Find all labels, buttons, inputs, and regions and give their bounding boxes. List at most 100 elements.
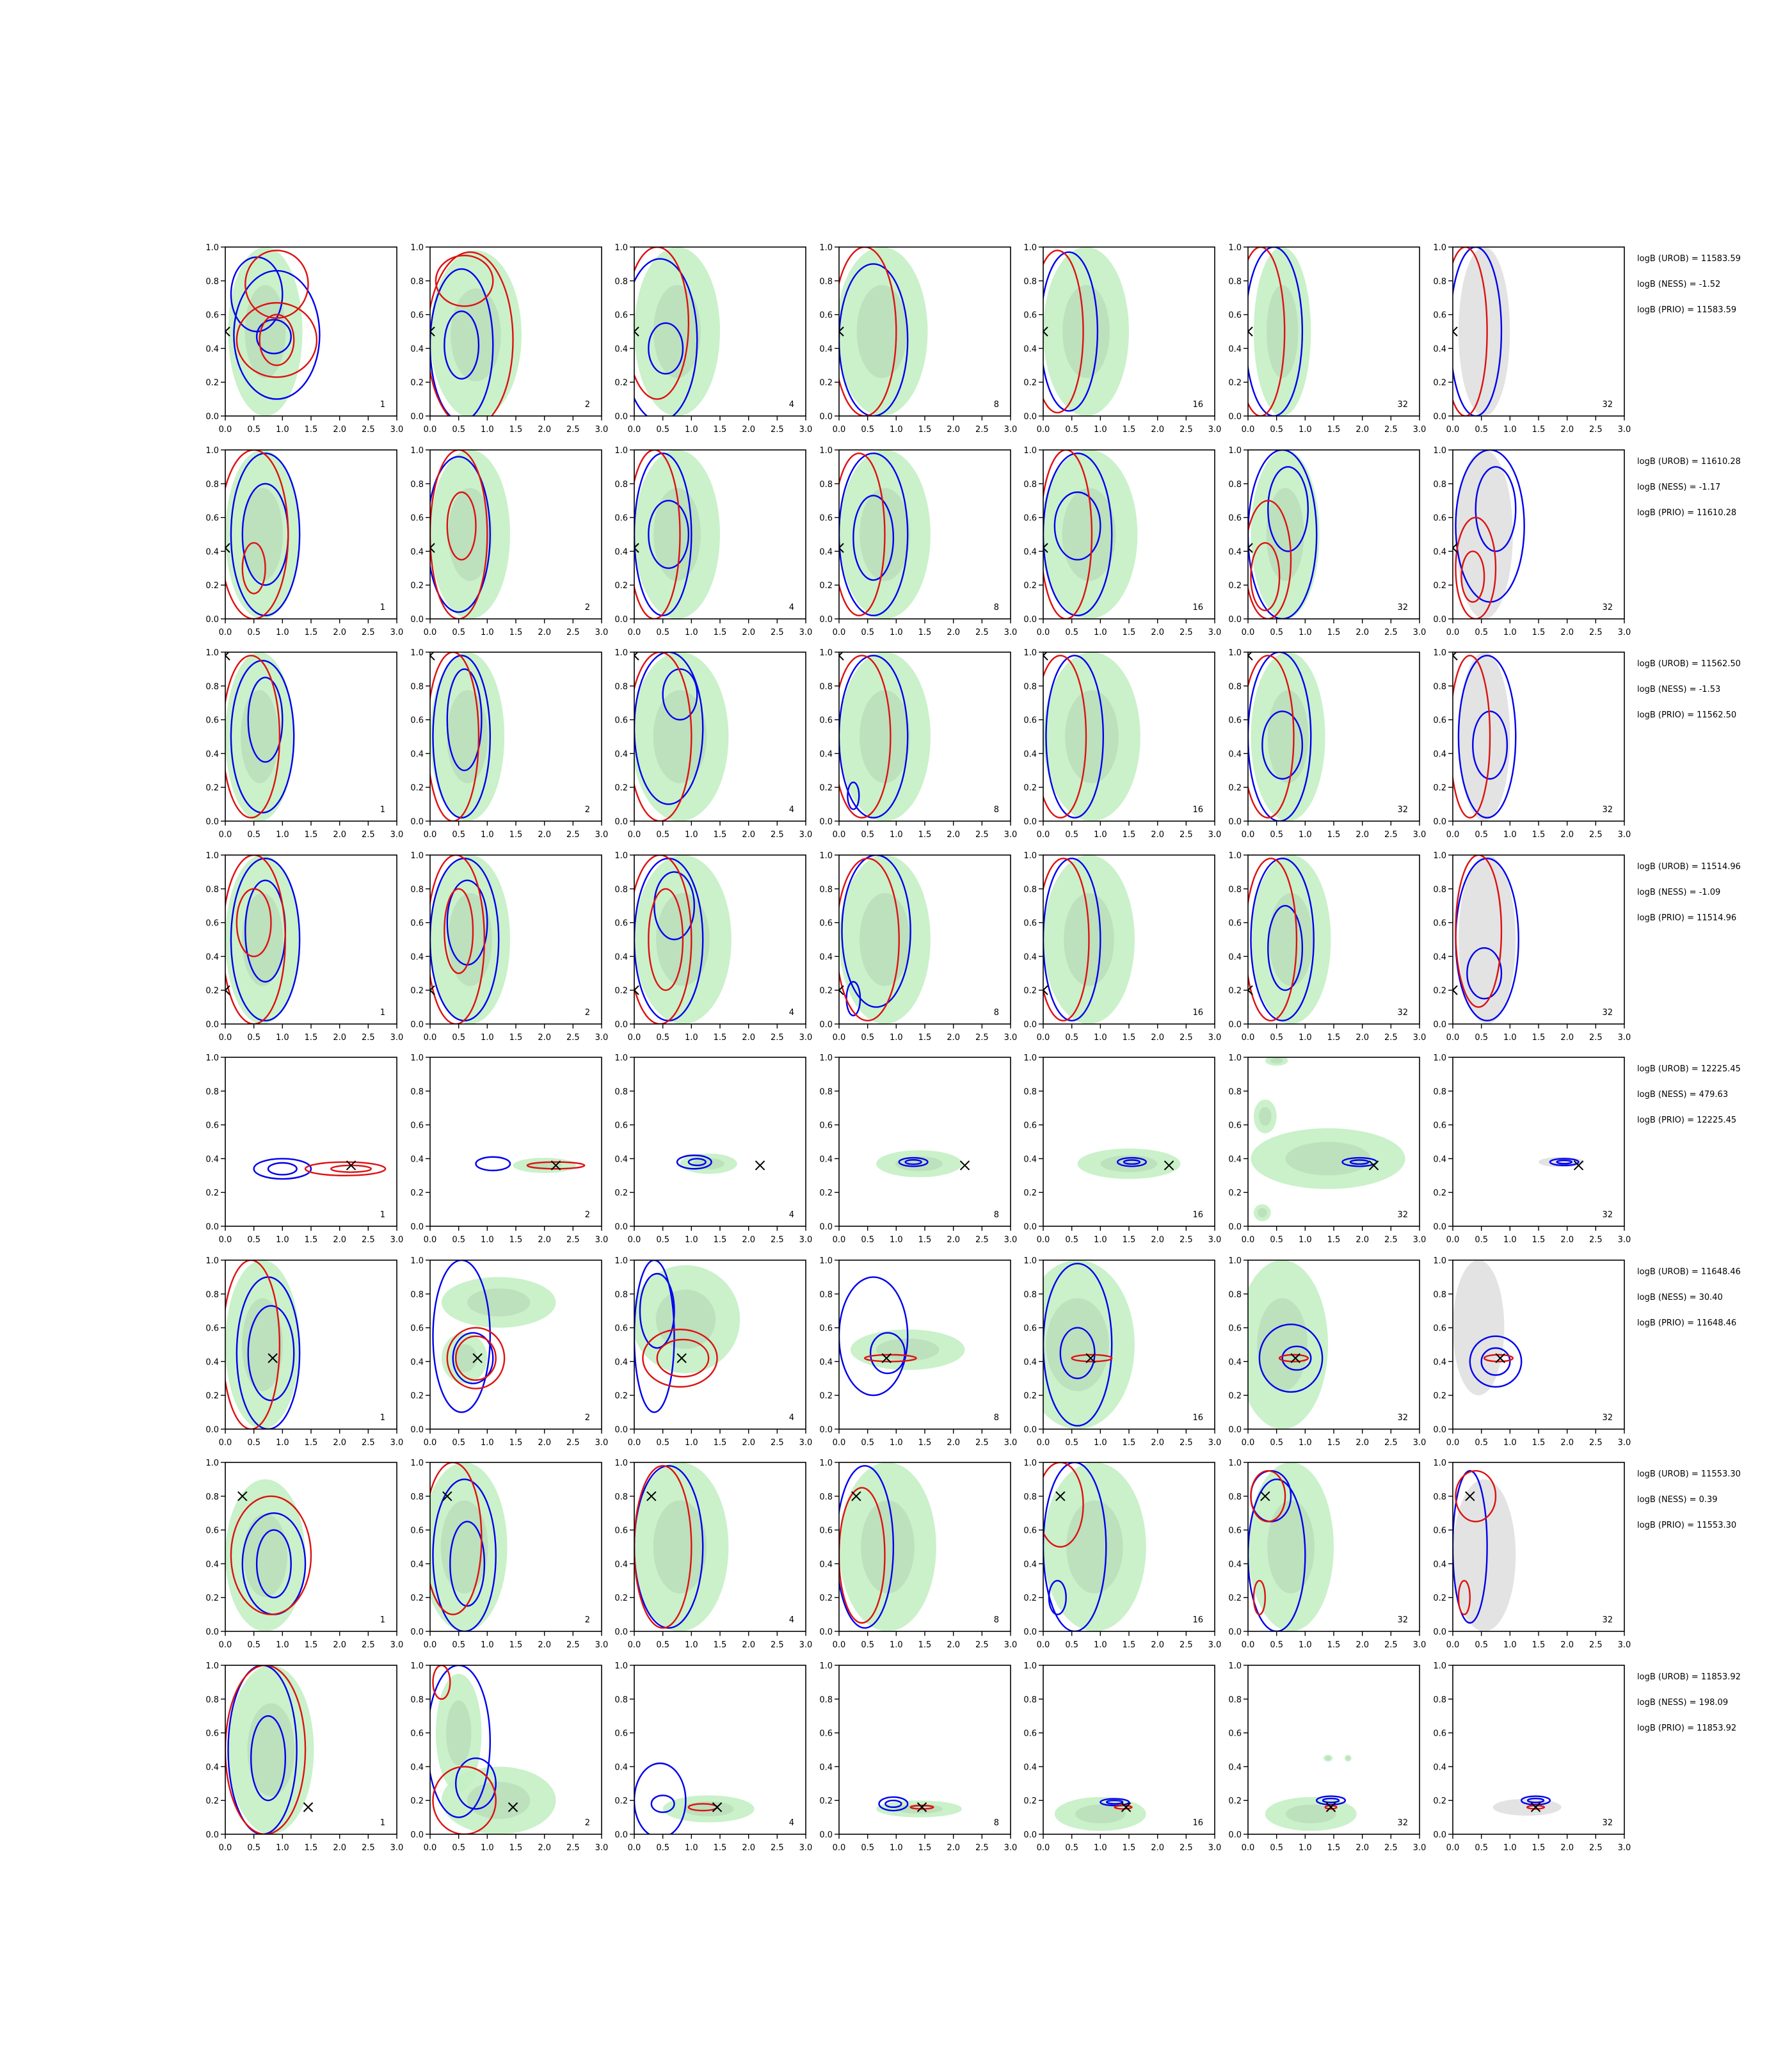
x-tick-label: 3.0	[390, 1033, 404, 1043]
y-tick-label: 0.4	[1433, 1560, 1446, 1569]
y-tick-label: 1.0	[614, 446, 628, 456]
truth-marker	[881, 1353, 892, 1363]
x-tick-label: 2.0	[947, 1438, 960, 1448]
x-tick-label: 2.0	[538, 628, 551, 637]
y-tick-label: 0.4	[819, 1763, 833, 1772]
y-tick-label: 0.6	[1228, 1324, 1242, 1334]
red-contour	[1526, 1804, 1546, 1810]
y-tick-label: 1.0	[205, 243, 219, 253]
x-tick-label: 2.5	[566, 1843, 580, 1853]
y-tick-label: 0.6	[819, 311, 833, 321]
y-tick-label: 0.8	[1023, 1492, 1037, 1502]
y-tick-label: 0.0	[614, 615, 628, 625]
red-contour	[225, 1260, 281, 1429]
y-tick-label: 0.2	[614, 783, 628, 793]
x-tick-label: 2.5	[566, 1640, 580, 1650]
x-tick-label: 1.5	[1123, 628, 1136, 637]
y-tick-label: 0.8	[1023, 885, 1037, 895]
y-tick-label: 0.0	[819, 1830, 833, 1840]
x-tick-label: 0.5	[1065, 1438, 1078, 1448]
y-tick-label: 0.4	[819, 547, 833, 557]
logb-annotation: logB (PRIO) = 11514.96	[1637, 913, 1736, 923]
x-tick-label: 3.0	[1208, 830, 1222, 840]
x-tick-label: 2.0	[538, 830, 551, 840]
blue-contour	[662, 668, 698, 721]
logb-annotation: logB (PRIO) = 11853.92	[1637, 1724, 1736, 1733]
y-tick-label: 0.0	[1433, 615, 1446, 625]
x-tick-label: 1.0	[685, 1235, 698, 1245]
axes-frame	[225, 1057, 397, 1227]
red-contour	[839, 1487, 886, 1624]
x-tick-label: 2.5	[362, 1843, 375, 1853]
x-tick-label: 3.0	[1413, 830, 1427, 840]
logb-annotation: logB (PRIO) = 11562.50	[1637, 710, 1736, 720]
y-tick-label: 0.2	[1228, 1796, 1242, 1806]
x-tick-label: 3.0	[1004, 1033, 1018, 1043]
y-tick-label: 0.4	[1023, 1357, 1037, 1367]
x-tick-label: 2.5	[1180, 425, 1193, 435]
blue-contour	[455, 1757, 497, 1810]
y-tick-label: 1.0	[205, 446, 219, 456]
panel-r4-c2: 0.0 0.5 1.0 1.5 2.0 2.5 3.0 0.0 0.2 0.4 0.6 0.8 1.0 2	[410, 851, 608, 1043]
red-contour	[1250, 542, 1281, 612]
y-tick-label: 0.2	[614, 1391, 628, 1401]
panel-r2-c4: 0.0 0.5 1.0 1.5 2.0 2.5 3.0 0.0 0.2 0.4 0.6 0.8 1.0 8	[819, 446, 1017, 637]
blue-contour	[653, 871, 695, 941]
blue-contour	[1457, 655, 1517, 819]
x-tick-label: 0.0	[1446, 1438, 1460, 1448]
y-tick-label: 0.0	[614, 1222, 628, 1232]
x-tick-label: 3.0	[390, 1843, 404, 1853]
panel-label: 32	[1397, 1413, 1408, 1423]
y-tick-label: 1.0	[1228, 648, 1242, 658]
x-tick-label: 3.0	[1618, 1843, 1631, 1853]
green-density-core	[1267, 1500, 1315, 1594]
plot-area	[430, 1665, 556, 1834]
plot-area	[430, 250, 522, 416]
x-tick-label: 2.0	[1356, 1235, 1369, 1245]
y-tick-label: 0.6	[1433, 1526, 1446, 1536]
plot-area	[430, 652, 505, 821]
plot-area	[1043, 855, 1135, 1024]
logb-annotation: logB (PRIO) = 11583.59	[1637, 305, 1736, 315]
panel-r5-c5: 0.0 0.5 1.0 1.5 2.0 2.5 3.0 0.0 0.2 0.4 0.6 0.8 1.0 1…	[1023, 1053, 1221, 1245]
x-tick-label: 1.0	[1094, 628, 1107, 637]
x-tick-label: 3.0	[1208, 1843, 1222, 1853]
x-tick-label: 0.0	[1242, 1235, 1255, 1245]
panel-label: 4	[789, 1008, 794, 1018]
x-tick-label: 2.0	[947, 1033, 960, 1043]
blue-contour	[446, 668, 483, 772]
x-tick-label: 3.0	[799, 1438, 813, 1448]
x-tick-label: 3.0	[595, 425, 609, 435]
y-tick-label: 0.4	[614, 344, 628, 354]
y-tick-label: 0.4	[819, 749, 833, 759]
red-contour	[1324, 1804, 1338, 1810]
y-tick-label: 0.2	[1228, 378, 1242, 388]
y-tick-label: 0.2	[410, 1391, 424, 1401]
panel-r2-c5: 0.0 0.5 1.0 1.5 2.0 2.5 3.0 0.0 0.2 0.4 0.6 0.8 1.0 1…	[1023, 446, 1221, 637]
panel-r7-c1: 0.0 0.5 1.0 1.5 2.0 2.5 3.0 0.0 0.2 0.4 0.6 0.8 1.0 1	[205, 1459, 403, 1650]
plot-area	[1248, 450, 1320, 619]
blue-contour	[1349, 1159, 1370, 1165]
panel-r2-c7: 0.0 0.5 1.0 1.5 2.0 2.5 3.0 0.0 0.2 0.4 0.6 0.8 1.0 3…	[1433, 446, 1631, 637]
red-contour	[1248, 247, 1286, 416]
y-tick-label: 0.6	[819, 919, 833, 929]
x-tick-label: 0.5	[1065, 1235, 1078, 1245]
y-tick-label: 0.0	[1228, 1020, 1242, 1030]
panel-label: 32	[1602, 1413, 1613, 1423]
x-tick-label: 1.0	[890, 1033, 903, 1043]
plot-area	[1054, 1796, 1146, 1831]
x-tick-label: 3.0	[1004, 1640, 1018, 1650]
y-tick-label: 0.8	[819, 1695, 833, 1705]
y-tick-label: 0.0	[1023, 1830, 1037, 1840]
red-contour	[225, 1665, 307, 1834]
panel-r8-c5: 0.0 0.5 1.0 1.5 2.0 2.5 3.0 0.0 0.2 0.4 0.6 0.8 1.0 1…	[1023, 1661, 1221, 1853]
x-tick-label: 2.0	[1356, 1843, 1369, 1853]
x-tick-label: 0.5	[452, 1235, 465, 1245]
x-tick-label: 1.0	[1299, 628, 1312, 637]
y-tick-label: 0.8	[1023, 1695, 1037, 1705]
x-tick-label: 1.5	[305, 1033, 318, 1043]
logb-annotation: logB (UROB) = 11514.96	[1637, 862, 1741, 872]
y-tick-label: 1.0	[819, 648, 833, 658]
blue-contour	[255, 319, 292, 355]
